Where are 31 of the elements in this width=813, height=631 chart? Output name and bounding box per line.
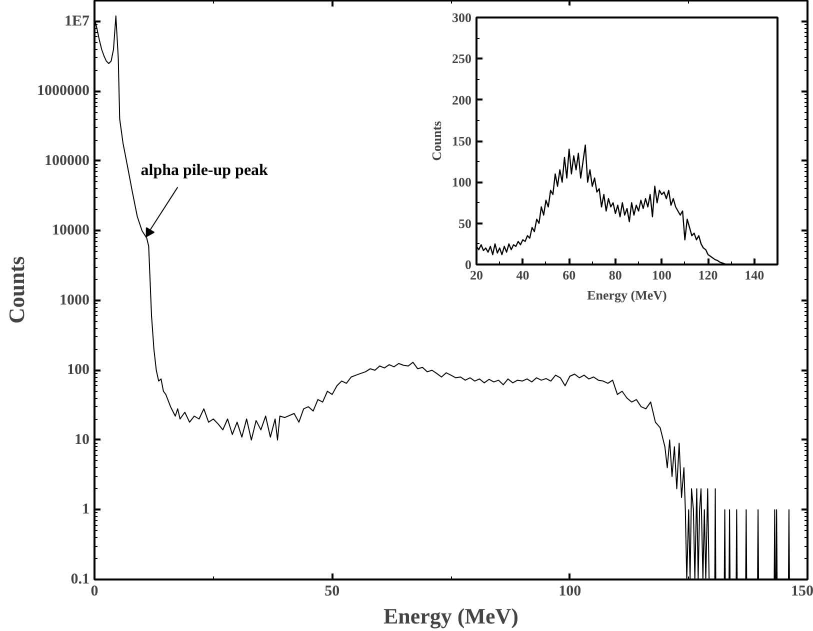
y-tick-label: 150: [452, 134, 472, 148]
x-tick-label: 100: [558, 584, 582, 600]
x-axis-title: Energy (MeV): [383, 604, 519, 628]
y-tick-label: 100000: [44, 153, 90, 169]
annotation: alpha pile-up peak: [140, 162, 268, 179]
y-tick-label: 100: [452, 174, 472, 190]
y-tick-label: 1000: [60, 292, 90, 308]
x-tick-label: 120: [698, 268, 718, 282]
y-tick-label: 10000: [52, 222, 90, 239]
x-tick-label: 100: [652, 268, 672, 282]
x-tick-label: 80: [608, 268, 622, 282]
y-tick-label: 50: [458, 216, 472, 231]
y-tick-label: 100: [67, 362, 90, 378]
x-axis-title: Energy (MeV): [587, 288, 667, 302]
x-tick-label: 150: [791, 584, 813, 600]
x-tick-label: 60: [562, 268, 576, 282]
y-tick-label: 300: [452, 10, 472, 25]
y-tick-label: 1000000: [37, 83, 90, 100]
x-tick-label: 20: [470, 268, 483, 282]
y-tick-label: 200: [452, 92, 472, 108]
y-tick-label: 10: [74, 432, 90, 448]
x-tick-label: 40: [516, 268, 530, 282]
x-tick-label: 140: [744, 268, 764, 282]
y-tick-label: 1: [82, 502, 90, 518]
y-axis-title: Counts: [429, 121, 444, 161]
x-tick-label: 50: [324, 584, 340, 600]
y-tick-label: 0.1: [70, 572, 90, 588]
y-tick-label: 1E7: [64, 13, 90, 30]
y-axis-title: Counts: [4, 256, 29, 324]
y-tick-label: 0: [465, 257, 472, 272]
y-tick-label: 250: [452, 51, 472, 66]
